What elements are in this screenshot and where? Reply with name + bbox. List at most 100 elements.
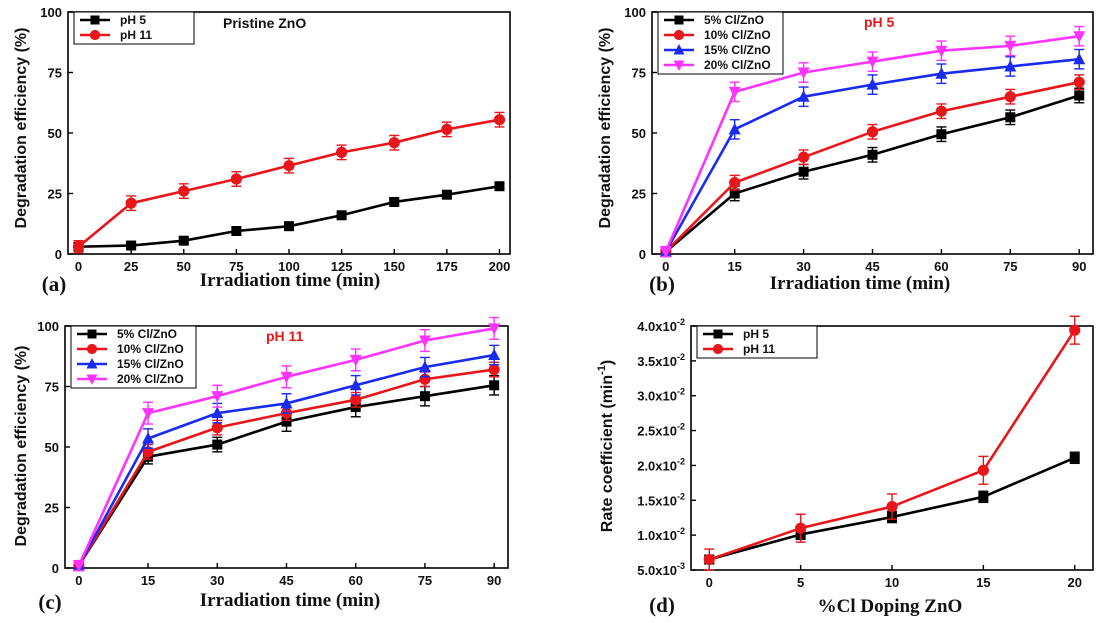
panel-c-annotation: pH 11 — [266, 328, 304, 344]
panel-a-ytick-label: 50 — [48, 126, 62, 141]
panel-b-legend-label: 20% Cl/ZnO — [704, 58, 771, 72]
panel-a-ylabel: Degradation efficiency (%) — [13, 28, 30, 229]
panel-c-point — [488, 363, 500, 376]
panel-a-legend-label: pH 11 — [120, 28, 152, 42]
panel-c-point — [418, 360, 431, 373]
panel-a-ytick-label: 0 — [55, 247, 62, 262]
panel-b-point — [867, 149, 878, 160]
panel-d-point — [703, 553, 715, 566]
panel-d-series-1 — [703, 315, 1081, 571]
panel-b-legend-marker — [673, 29, 685, 41]
panel-d-ytick-label: 2.5x10-2 — [637, 422, 685, 439]
panel-b-point — [1073, 52, 1086, 65]
panel-a-point — [336, 210, 347, 221]
panel-a-point — [178, 235, 189, 246]
panel-c-xlabel: Irradiation time (min) — [200, 590, 380, 611]
panel-d-frame — [690, 325, 1094, 571]
panel-a-xlabel: Irradiation time (min) — [200, 270, 380, 291]
panel-b-ytick-label: 100 — [624, 5, 646, 20]
panel-b-xlabel: Irradiation time (min) — [770, 273, 950, 294]
panel-b-point — [728, 86, 741, 99]
panel-b-ytick-label: 0 — [639, 247, 646, 262]
panel-b-legend-label: 10% Cl/ZnO — [704, 28, 771, 42]
panel-a-point — [336, 146, 348, 158]
panel-b-xtick-label: 45 — [865, 259, 879, 274]
panel-a-point — [178, 185, 190, 197]
panel-a-point — [441, 123, 453, 135]
panel-c-point — [489, 380, 500, 391]
panel-d-ytick-label: 4.0x10-2 — [637, 317, 685, 334]
panel-d-ytick-label: 1.0x10-2 — [637, 526, 685, 543]
panel-b-xtick-label: 60 — [934, 259, 948, 274]
panel-b-series-3 — [659, 25, 1086, 259]
panel-b-point — [1004, 40, 1017, 53]
panel-d-point — [1069, 324, 1081, 336]
panel-d-legend-label: pH 11 — [743, 342, 775, 356]
panel-d-xtick-label: 5 — [797, 575, 804, 590]
panel-c-point — [488, 323, 501, 335]
panel-b-annotation: pH 5 — [864, 14, 895, 30]
panel-b-series-0-line — [664, 94, 1080, 253]
panel-d-xtick-label: 15 — [976, 575, 990, 590]
panel-a-point — [388, 137, 400, 149]
panel-a-xtick-label: 175 — [436, 259, 458, 274]
panel-d-point — [886, 500, 898, 513]
panel-b-point — [797, 67, 810, 79]
panel-c-xtick-label: 30 — [210, 573, 224, 588]
panel-d-ytick-label: 1.5x10-2 — [637, 491, 685, 508]
panel-c-point — [142, 408, 155, 420]
panel-d-series-1-line — [708, 329, 1076, 561]
panel-c-point — [419, 391, 430, 402]
panel-a-point — [125, 197, 137, 209]
panel-b-ytick-label: 50 — [632, 126, 646, 141]
panel-b-point — [797, 151, 810, 163]
panel-b-xtick-label: 0 — [662, 259, 669, 274]
panel-b-legend-label: 15% Cl/ZnO — [704, 43, 771, 57]
panel-c-point — [211, 422, 223, 434]
panel-c-xtick-label: 75 — [418, 573, 432, 588]
panel-c-point — [349, 378, 362, 391]
panel-d-ytick-label: 3.0x10-2 — [637, 387, 685, 404]
panel-a-point — [284, 221, 294, 232]
panel-d-legend-marker — [712, 343, 724, 355]
panel-c-legend-label: 20% Cl/ZnO — [117, 372, 184, 386]
panel-a-legend-marker — [89, 29, 101, 41]
panel-d-xtick-label: 10 — [885, 575, 899, 590]
panel-d-legend-marker — [713, 329, 723, 339]
panel-b-xtick-label: 75 — [1003, 259, 1017, 274]
panel-c-point — [280, 396, 293, 409]
panel-c-ytick-label: 50 — [45, 440, 59, 455]
panel-c-point — [211, 406, 224, 419]
panel-c-xtick-label: 45 — [279, 573, 293, 588]
panel-c-legend-marker — [86, 358, 98, 369]
panel-d-ytick-label: 2.0x10-2 — [637, 456, 685, 473]
panel-a-series-1 — [72, 111, 506, 254]
panel-b-point — [866, 56, 879, 69]
panel-a-label: (a) — [42, 272, 67, 296]
panel-b-point — [798, 166, 809, 177]
panel-b-point — [935, 105, 948, 117]
panel-c-series-3 — [72, 316, 501, 573]
panel-c-legend-label: 15% Cl/ZnO — [117, 357, 184, 371]
panel-d-ylabel: Rate coefficient (min-1) — [596, 360, 616, 532]
panel-c-xtick-label: 90 — [487, 573, 501, 588]
panel-b-legend-marker — [673, 60, 685, 71]
panel-a-annotation: Pristine ZnO — [223, 15, 306, 31]
panel-a-legend-marker — [90, 15, 100, 25]
panel-c-point — [349, 354, 362, 367]
panel-c-ytick-label: 100 — [37, 319, 59, 334]
panel-a-point — [493, 114, 506, 126]
panel-b-series-1 — [660, 74, 1085, 258]
panel-a-point — [231, 226, 242, 237]
panel-b-point — [1004, 59, 1017, 72]
panel-b-point — [729, 188, 740, 199]
panel-b-point — [866, 126, 879, 138]
panel-b-ylabel: Degradation efficiency (%) — [597, 28, 614, 229]
panel-b-legend-label: 5% Cl/ZnO — [704, 13, 764, 27]
panel-c-point — [211, 391, 224, 403]
panel-b-legend-marker — [674, 15, 684, 25]
panel-a-point — [389, 196, 400, 207]
panel-b-point — [866, 78, 879, 90]
panel-b-ytick-label: 25 — [632, 187, 646, 202]
